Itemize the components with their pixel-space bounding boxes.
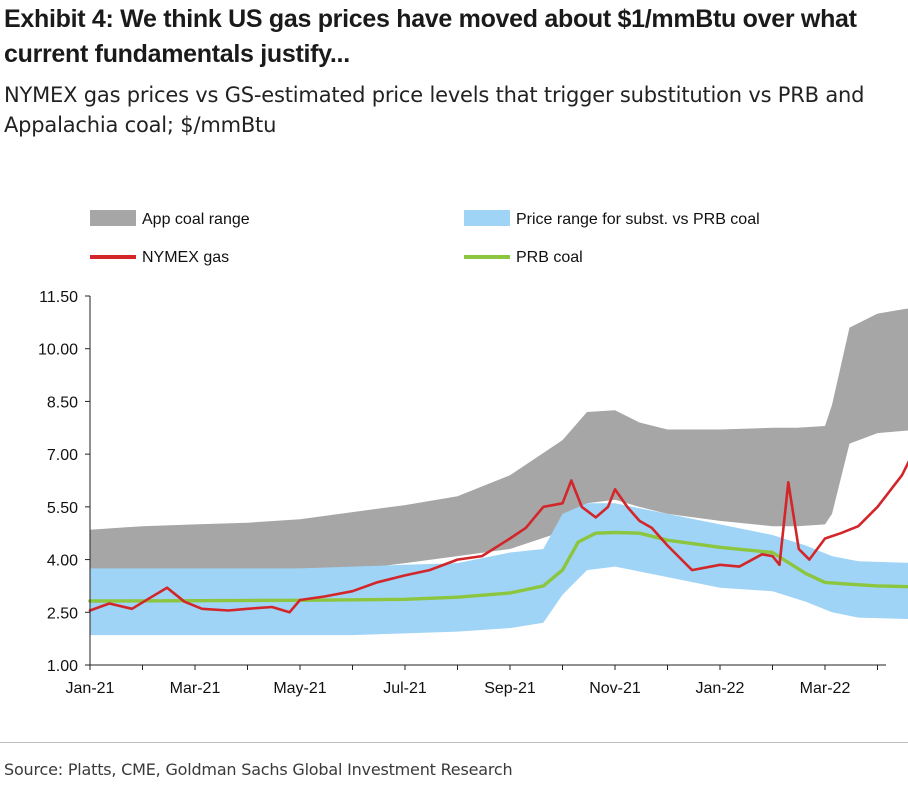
y-tick-label: 11.50: [39, 289, 78, 306]
y-tick-label: 1.00: [47, 658, 78, 675]
x-tick-label: Mar-21: [170, 680, 221, 697]
band-app-coal-range: [90, 308, 908, 578]
x-tick-label: Jan-22: [696, 680, 745, 697]
line-prb-coal: [88, 530, 908, 603]
x-tick-label: Jul-21: [383, 680, 427, 697]
y-tick-label: 7.00: [47, 447, 78, 464]
y-tick-label: 5.50: [47, 500, 78, 517]
x-tick-label: Mar-22: [800, 680, 851, 697]
band-price-range-for-subst-vs-prb-coal: [90, 503, 908, 636]
plot-area: [88, 308, 908, 636]
x-tick-label: Sep-21: [484, 680, 536, 697]
y-tick-label: 8.50: [47, 394, 78, 411]
source-note: Source: Platts, CME, Goldman Sachs Globa…: [4, 760, 513, 779]
y-tick-label: 4.00: [47, 553, 78, 570]
legend-label-nymex-gas: NYMEX gas: [142, 249, 229, 266]
x-tick-label: Jan-21: [66, 680, 115, 697]
legend-label-prb-coal: PRB coal: [516, 249, 583, 266]
axes: 1.00 2.50 4.00 5.50 7.00 8.50 10.00 11.50 Jan-21…: [38, 289, 886, 697]
footer-divider: [0, 742, 908, 743]
x-tick-label: May-21: [273, 680, 326, 697]
x-tick-label: Nov-21: [589, 680, 641, 697]
chart-title: Exhibit 4: We think US gas prices have m…: [4, 5, 857, 68]
chart-subtitle: NYMEX gas prices vs GS-estimated price l…: [4, 83, 865, 137]
chart-svg: App coal range Price range for subst. vs…: [38, 210, 908, 697]
legend: App coal range Price range for subst. vs…: [90, 210, 760, 266]
legend-swatch-app-coal-range: [90, 210, 136, 226]
legend-swatch-prb-subst-range: [464, 210, 510, 226]
line-nymex-gas: [88, 460, 908, 614]
legend-label-prb-subst-range: Price range for subst. vs PRB coal: [516, 211, 760, 228]
legend-label-app-coal-range: App coal range: [142, 211, 250, 228]
y-tick-label: 10.00: [38, 342, 78, 359]
y-tick-label: 2.50: [47, 605, 78, 622]
